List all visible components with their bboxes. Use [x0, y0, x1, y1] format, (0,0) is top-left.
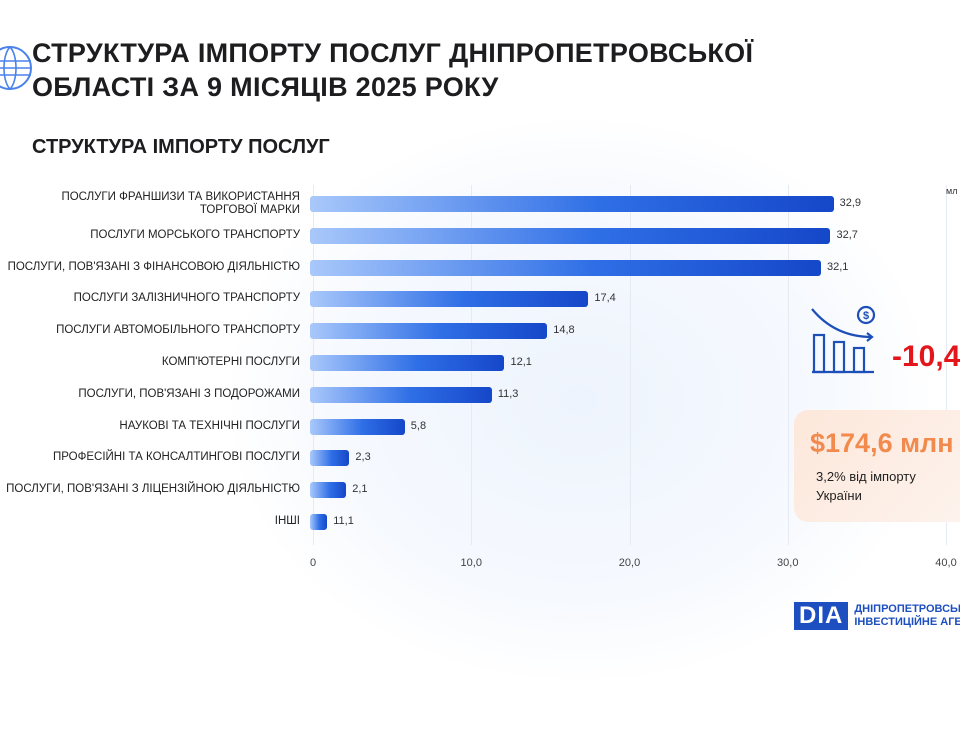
- x-tick-label: 20,0: [618, 557, 641, 569]
- total-card: $174,6 млн 3,2% від імпорту України: [794, 410, 960, 522]
- unit-label: мл: [946, 186, 958, 196]
- logo-line-2: ІНВЕСТИЦІЙНЕ АГЕНС: [854, 616, 960, 628]
- svg-text:$: $: [863, 310, 869, 322]
- data-label: 32,7: [836, 228, 858, 241]
- data-label: 2,1: [352, 483, 368, 496]
- x-tick-label: 10,0: [460, 557, 482, 569]
- change-percent: -10,4%: [892, 340, 960, 373]
- gridline: [946, 185, 947, 545]
- bar: [310, 196, 834, 212]
- data-label: 11,1: [333, 515, 354, 527]
- bar: [310, 418, 405, 435]
- bar: [310, 386, 492, 403]
- title-line-2: ОБЛАСТІ ЗА 9 МІСЯЦІВ 2025 РОКУ: [32, 72, 499, 102]
- data-label: 17,4: [594, 292, 616, 305]
- bar: [310, 514, 328, 530]
- chart-title: СТРУКТУРА ІМПОРТУ ПОСЛУГ: [32, 136, 330, 158]
- data-label: 14,8: [553, 324, 575, 337]
- category-label: НАУКОВІ ТА ТЕХНІЧНІ ПОСЛУГИ: [119, 419, 300, 432]
- x-tick-label: 0: [309, 557, 317, 569]
- bar: [310, 355, 505, 371]
- data-label: 2,3: [355, 451, 371, 464]
- globe-icon: [0, 46, 32, 90]
- data-label: 32,1: [826, 260, 849, 273]
- bar: [310, 323, 548, 340]
- category-label: ІНШІ: [274, 515, 300, 527]
- gridline: [787, 185, 789, 545]
- bar: [310, 450, 350, 467]
- bar: [310, 291, 589, 308]
- gridline: [629, 185, 631, 545]
- bar: [310, 227, 831, 244]
- logo-mark: DIA: [794, 602, 849, 630]
- category-label: ПОСЛУГИ, ПОВ'ЯЗАНІ З ПОДОРОЖАМИ: [78, 387, 300, 400]
- total-value: $174,6 млн: [810, 428, 954, 458]
- category-label: ПОСЛУГИ ФРАНШИЗИ ТА ВИКОРИСТАННЯ ТОРГОВОЇ…: [61, 191, 300, 216]
- x-tick-label: 30,0: [777, 557, 799, 569]
- category-label: ПОСЛУГИ АВТОМОБІЛЬНОГО ТРАНСПОРТУ: [56, 324, 300, 337]
- category-label: ПОСЛУГИ, ПОВ'ЯЗАНІ З ФІНАНСОВОЮ ДІЯЛЬНІС…: [7, 260, 300, 273]
- share-text: 3,2% від імпорту України: [816, 469, 916, 503]
- category-label: ПОСЛУГИ МОРСЬКОГО ТРАНСПОРТУ: [90, 228, 300, 241]
- data-label: 5,8: [410, 419, 427, 432]
- category-label: ПОСЛУГИ ЗАЛІЗНИЧНОГО ТРАНСПОРТУ: [73, 292, 300, 305]
- bar: [310, 259, 821, 276]
- category-label: ПРОФЕСІЙНІ ТА КОНСАЛТИНГОВІ ПОСЛУГИ: [52, 451, 300, 464]
- logo-line-1: ДНІПРОПЕТРОВСЬКЕ: [854, 603, 960, 615]
- page-title: СТРУКТУРА ІМПОРТУ ПОСЛУГ ДНІПРОПЕТРОВСЬК…: [32, 36, 753, 104]
- bar: [310, 482, 347, 499]
- data-label: 32,9: [839, 197, 862, 209]
- category-label: КОМП'ЮТЕРНІ ПОСЛУГИ: [161, 356, 300, 368]
- category-label: ПОСЛУГИ, ПОВ'ЯЗАНІ З ЛІЦЕНЗІЙНОЮ ДІЯЛЬНІ…: [6, 483, 300, 496]
- dia-logo: DIA ДНІПРОПЕТРОВСЬКЕІНВЕСТИЦІЙНЕ АГЕНС: [794, 602, 960, 630]
- x-tick-label: 40,0: [935, 557, 957, 569]
- declining-bar-chart-dollar-icon: $: [811, 305, 876, 374]
- title-line-1: СТРУКТУРА ІМПОРТУ ПОСЛУГ ДНІПРОПЕТРОВСЬК…: [32, 38, 754, 68]
- data-label: 11,3: [497, 387, 519, 400]
- data-label: 12,1: [510, 356, 532, 368]
